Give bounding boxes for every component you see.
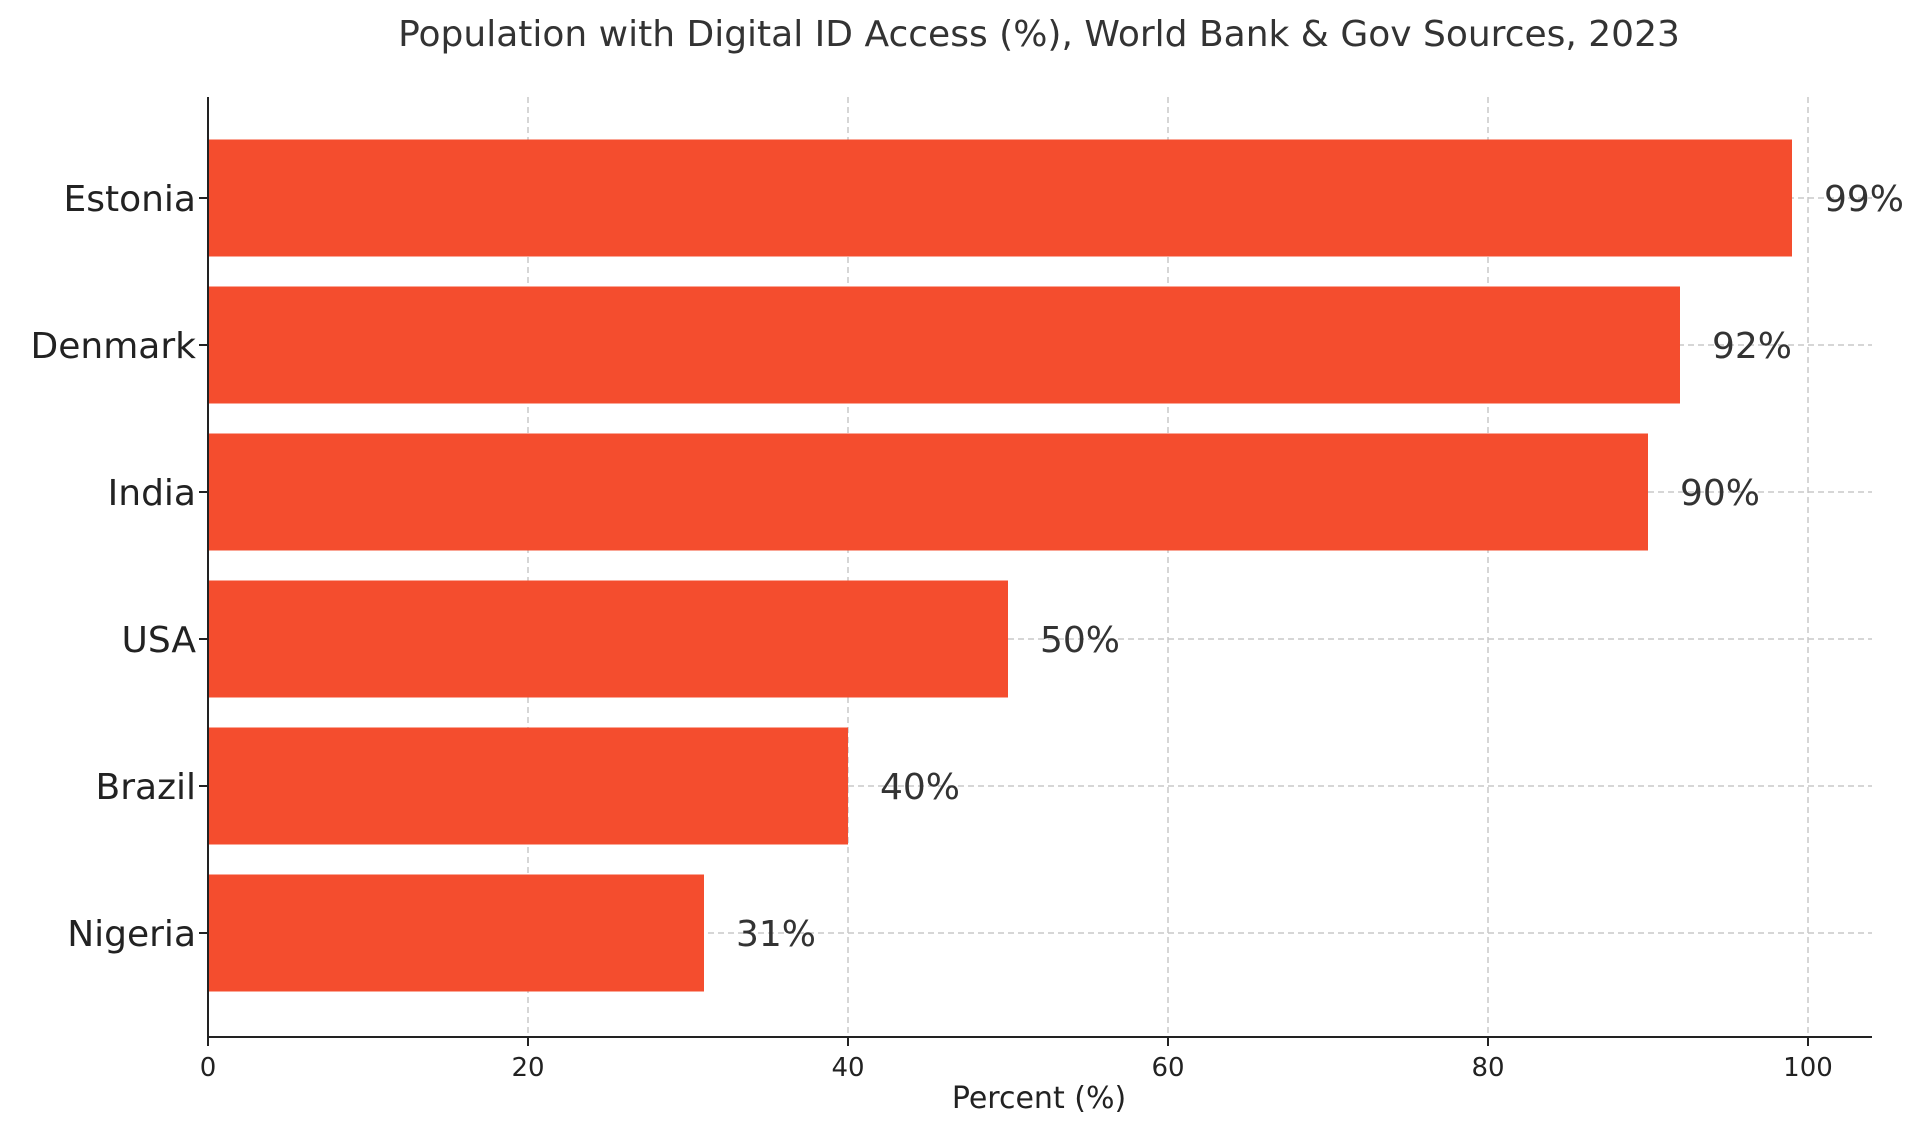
label-layer: Estonia 99% Denmark 92% India 90% USA 50% Brazil…: [31, 179, 1904, 955]
data-label-denmark: 92%: [1712, 326, 1792, 367]
y-tick-label-estonia: Estonia: [63, 179, 196, 220]
x-tick-label-40: 40: [831, 1053, 864, 1083]
y-tick-label-brazil: Brazil: [96, 767, 196, 808]
bar-estonia: [208, 139, 1792, 257]
x-tick-label-80: 80: [1471, 1053, 1504, 1083]
y-tick-label-india: India: [108, 473, 196, 514]
x-tick-label-60: 60: [1151, 1053, 1184, 1083]
x-tick-label-100: 100: [1783, 1053, 1833, 1083]
bar-brazil: [208, 727, 848, 845]
bar-nigeria: [208, 874, 704, 992]
x-tick-label-0: 0: [200, 1053, 217, 1083]
data-label-nigeria: 31%: [736, 914, 816, 955]
bar-india: [208, 433, 1648, 551]
bar-usa: [208, 580, 1008, 698]
bar-denmark: [208, 286, 1680, 404]
data-label-brazil: 40%: [880, 767, 960, 808]
axis-layer: 0 20 40 60 80 100: [199, 97, 1872, 1083]
y-tick-label-nigeria: Nigeria: [67, 914, 196, 955]
y-tick-label-usa: USA: [122, 620, 197, 661]
data-label-india: 90%: [1680, 473, 1760, 514]
data-label-usa: 50%: [1040, 620, 1120, 661]
x-axis-title: Percent (%): [952, 1081, 1126, 1116]
x-tick-label-20: 20: [511, 1053, 544, 1083]
bar-layer: [208, 139, 1792, 992]
chart-title: Population with Digital ID Access (%), W…: [398, 14, 1680, 55]
data-label-estonia: 99%: [1824, 179, 1904, 220]
y-tick-label-denmark: Denmark: [31, 326, 197, 367]
